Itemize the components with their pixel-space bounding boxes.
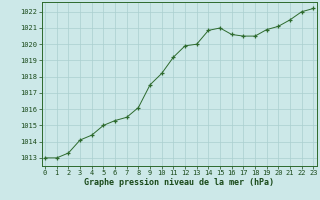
X-axis label: Graphe pression niveau de la mer (hPa): Graphe pression niveau de la mer (hPa) xyxy=(84,178,274,187)
